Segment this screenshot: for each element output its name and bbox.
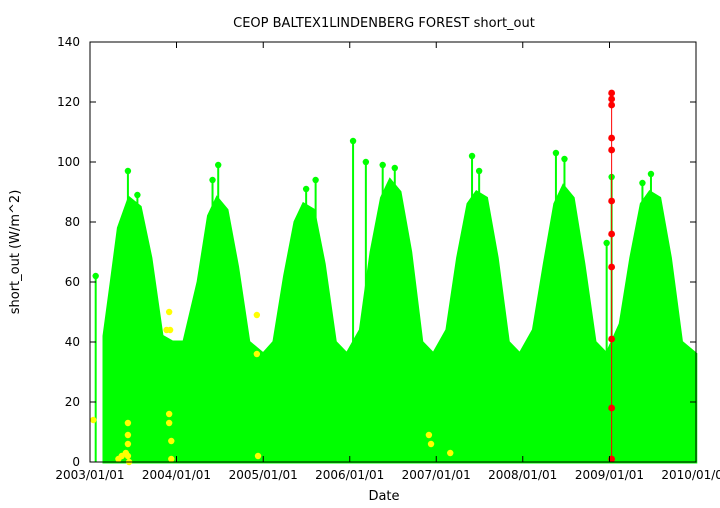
series-green-point xyxy=(391,164,398,172)
series-green-point xyxy=(312,176,319,184)
chart-title: CEOP BALTEX1LINDENBERG FOREST short_out xyxy=(233,16,535,31)
series-green-point xyxy=(92,272,99,280)
series-green-point xyxy=(475,167,483,175)
x-tick-label: 2003/01/01 xyxy=(55,468,124,482)
series-yellow-point xyxy=(253,311,261,319)
x-tick-label: 2009/01/01 xyxy=(575,468,644,482)
y-tick-label: 60 xyxy=(65,275,80,289)
series-green-point xyxy=(165,368,173,376)
series-yellow-point xyxy=(447,449,454,457)
series-green-point xyxy=(215,161,222,169)
series-yellow-point xyxy=(165,308,173,316)
series-green-point xyxy=(561,155,568,163)
series-green-point xyxy=(362,158,370,166)
data-points-layer xyxy=(90,89,655,466)
series-green-point xyxy=(603,239,610,247)
y-axis: 0 20 40 60 80 100 120 140 xyxy=(57,35,696,469)
y-tick-label: 100 xyxy=(57,155,80,169)
series-red-point xyxy=(608,134,616,142)
series-yellow-point xyxy=(168,455,175,463)
series-yellow-point xyxy=(124,431,132,439)
series-yellow-point xyxy=(90,416,97,424)
series-yellow-point xyxy=(124,452,132,460)
series-red-point xyxy=(608,101,616,109)
series-yellow-point xyxy=(253,350,261,358)
x-tick-label: 2008/01/01 xyxy=(488,468,557,482)
x-tick-label: 2006/01/01 xyxy=(315,468,384,482)
series-red-point xyxy=(608,335,616,343)
x-tick-label: 2007/01/01 xyxy=(402,468,471,482)
plot-frame xyxy=(89,41,697,463)
series-green-point xyxy=(349,137,357,145)
series-yellow-point xyxy=(168,437,175,445)
y-tick-label: 0 xyxy=(72,455,80,469)
series-green-point xyxy=(468,152,476,160)
series-yellow-point xyxy=(165,419,173,427)
series-red-point xyxy=(608,95,616,103)
series-green-point xyxy=(639,179,646,187)
series-red-point xyxy=(608,89,616,97)
series-yellow-point xyxy=(124,440,132,448)
series-green-point xyxy=(209,176,216,184)
data-fill-layer xyxy=(94,141,698,464)
series-yellow-point xyxy=(124,419,132,427)
x-tick-label: 2005/01/01 xyxy=(229,468,298,482)
series-green-point xyxy=(134,191,141,199)
x-axis-label: Date xyxy=(368,489,399,504)
series-red-point xyxy=(608,404,616,412)
series-yellow-point xyxy=(425,431,433,439)
series-yellow-point xyxy=(166,326,174,334)
series-green-point xyxy=(124,167,132,175)
y-tick-label: 80 xyxy=(65,215,80,229)
y-tick-label: 140 xyxy=(57,35,80,49)
series-green-point xyxy=(647,170,655,178)
x-axis: 2003/01/01 2004/01/01 2005/01/01 2006/01/01… xyxy=(55,42,720,482)
y-tick-label: 120 xyxy=(57,95,80,109)
series-yellow-point xyxy=(165,410,173,418)
series-green-point xyxy=(552,149,560,157)
series-yellow-point xyxy=(427,440,435,448)
series-red-point xyxy=(608,230,616,238)
x-tick-label: 2010/01/01 xyxy=(661,468,720,482)
x-tick-label: 2004/01/01 xyxy=(142,468,211,482)
series-red-point xyxy=(608,263,616,271)
series-green-point xyxy=(379,161,386,169)
y-axis-label: short_out (W/m^2) xyxy=(8,190,23,315)
series-red-point xyxy=(608,146,616,154)
y-tick-label: 20 xyxy=(65,395,80,409)
series-yellow-point xyxy=(254,452,262,460)
series-red-point xyxy=(608,197,616,205)
y-tick-label: 40 xyxy=(65,335,80,349)
series-green-point xyxy=(302,185,310,193)
